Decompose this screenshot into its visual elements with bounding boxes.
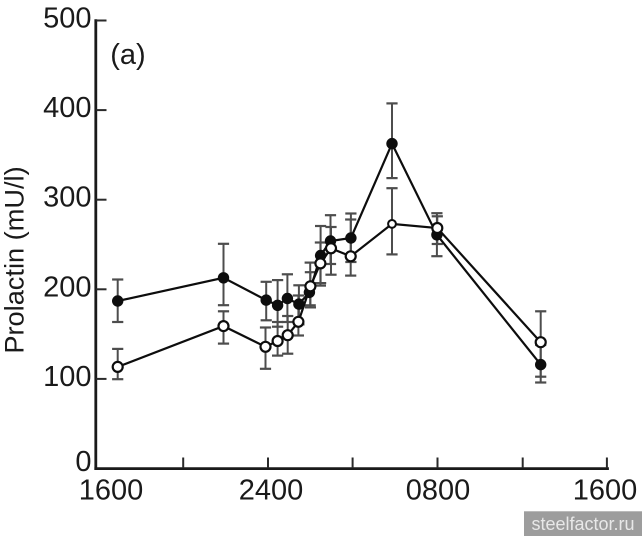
- svg-text:500: 500: [43, 3, 91, 35]
- svg-text:200: 200: [43, 271, 91, 303]
- svg-text:steelfactor.ru: steelfactor.ru: [531, 514, 634, 534]
- svg-text:2400: 2400: [239, 475, 304, 507]
- svg-text:300: 300: [43, 182, 91, 214]
- svg-text:Prolactin (mU/l): Prolactin (mU/l): [0, 166, 30, 353]
- svg-text:1600: 1600: [79, 475, 144, 507]
- svg-text:1600: 1600: [573, 475, 638, 507]
- svg-text:100: 100: [43, 361, 91, 393]
- svg-text:400: 400: [43, 92, 91, 124]
- svg-text:(a): (a): [110, 39, 145, 71]
- svg-text:0: 0: [75, 446, 91, 478]
- svg-text:0800: 0800: [406, 475, 471, 507]
